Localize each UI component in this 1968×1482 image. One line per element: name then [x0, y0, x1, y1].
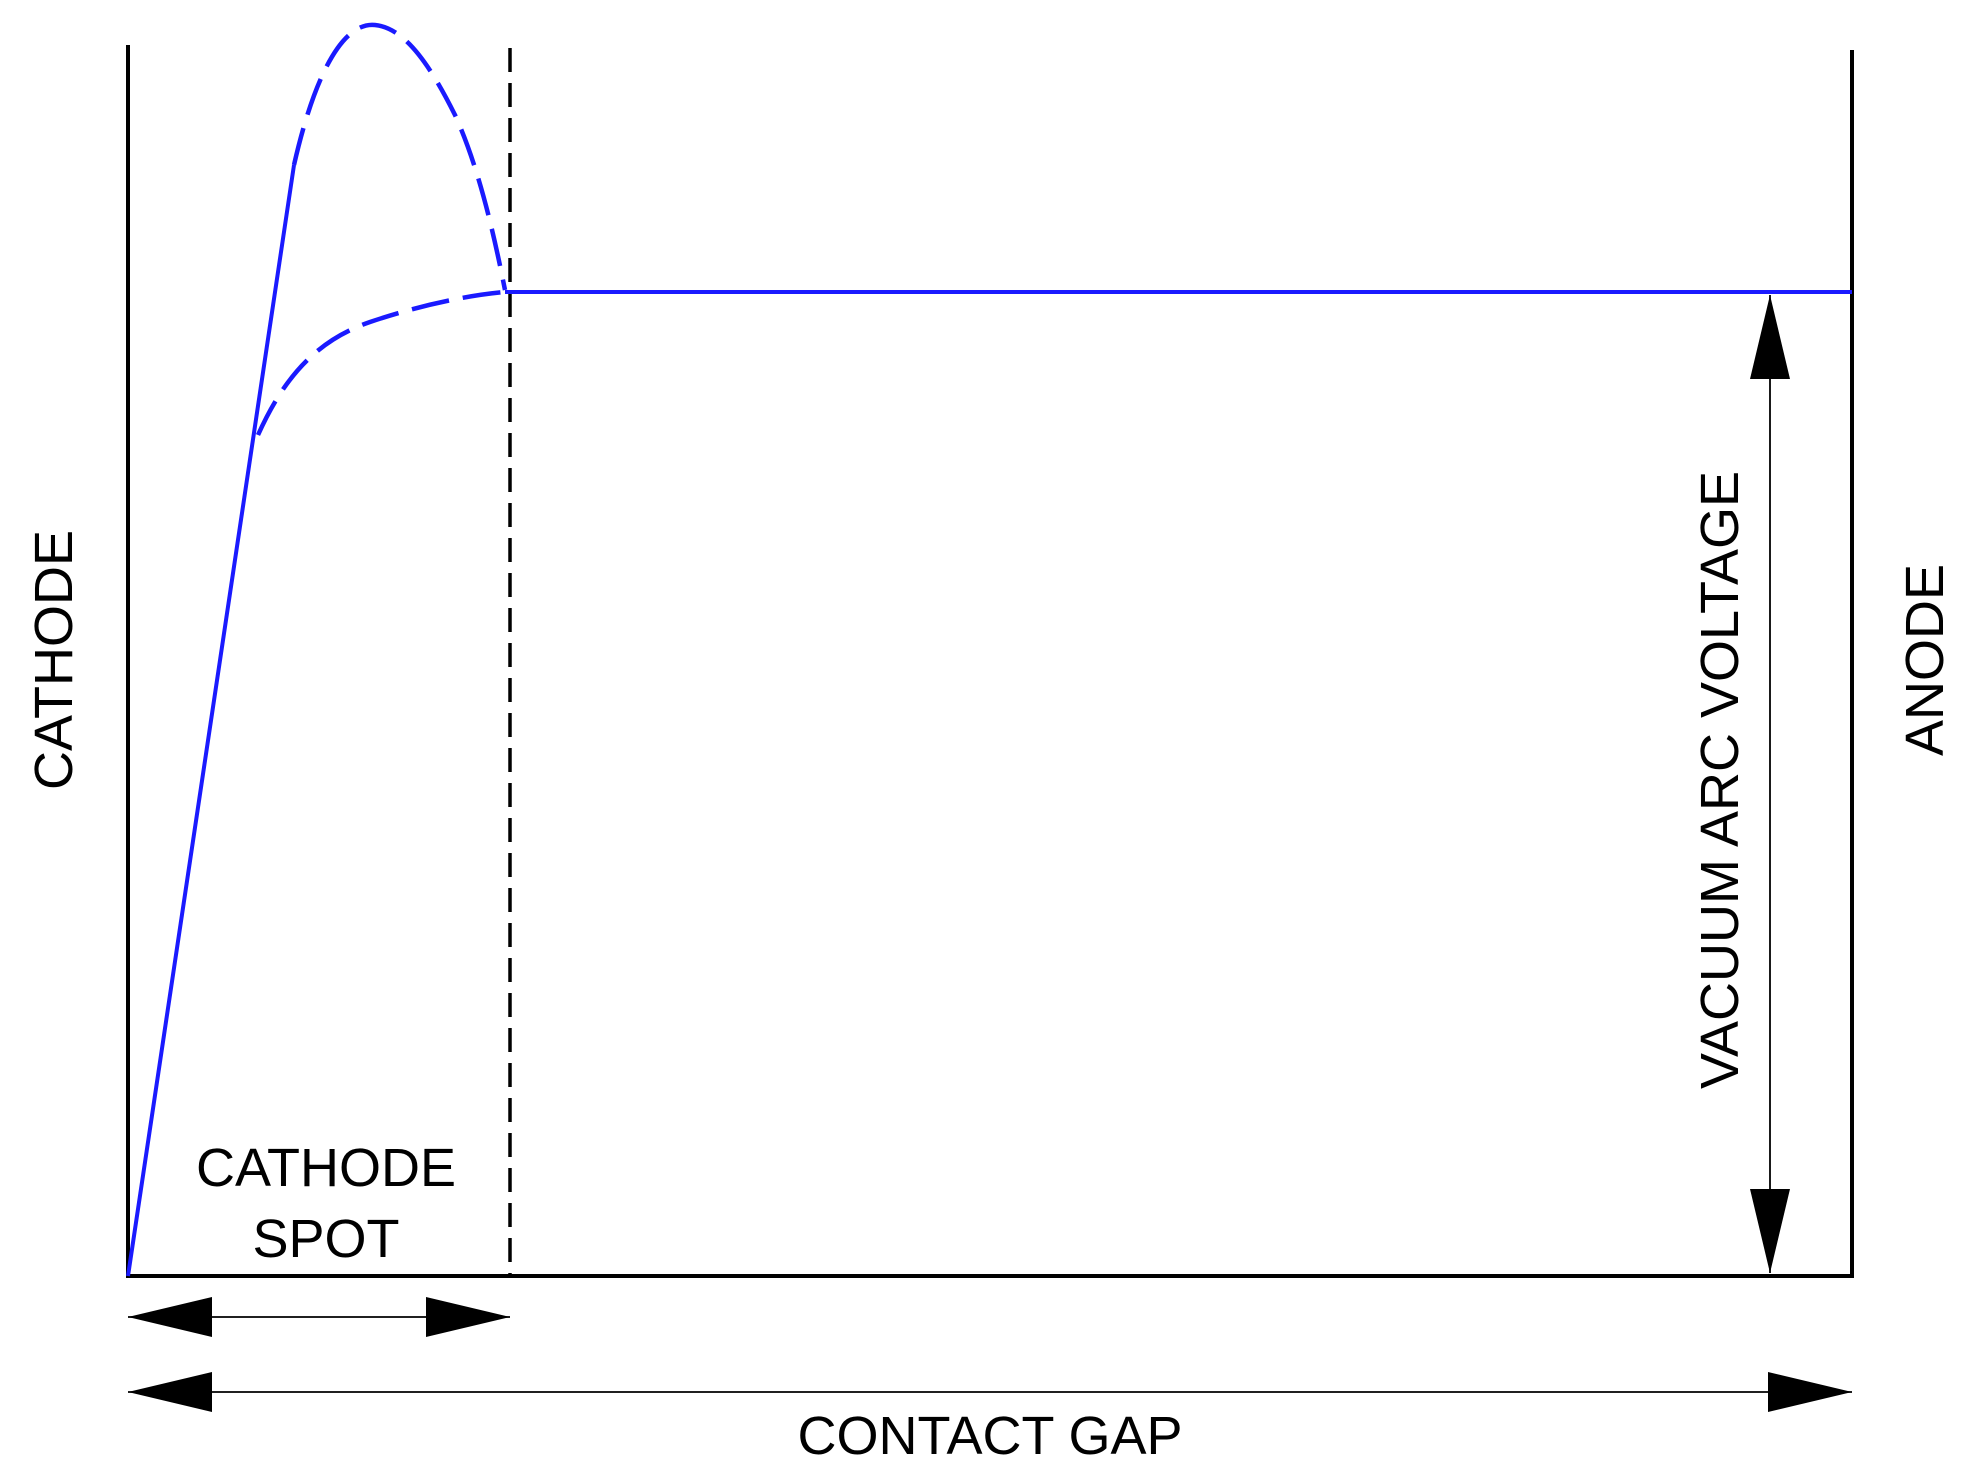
- voltage-overshoot-curve: [291, 22, 508, 291]
- voltage-transition-curve: [255, 289, 506, 436]
- cathode-label: CATHODE: [24, 530, 84, 790]
- cathode-spot-label-line1: CATHODE: [196, 1138, 456, 1198]
- voltage-rise-curve: [126, 164, 296, 1277]
- contact-gap-label: CONTACT GAP: [797, 1406, 1182, 1466]
- anode-label: ANODE: [1895, 564, 1955, 756]
- vacuum-arc-voltage-label: VACUUM ARC VOLTAGE: [1690, 471, 1750, 1089]
- cathode-spot-label-line2: SPOT: [252, 1209, 399, 1269]
